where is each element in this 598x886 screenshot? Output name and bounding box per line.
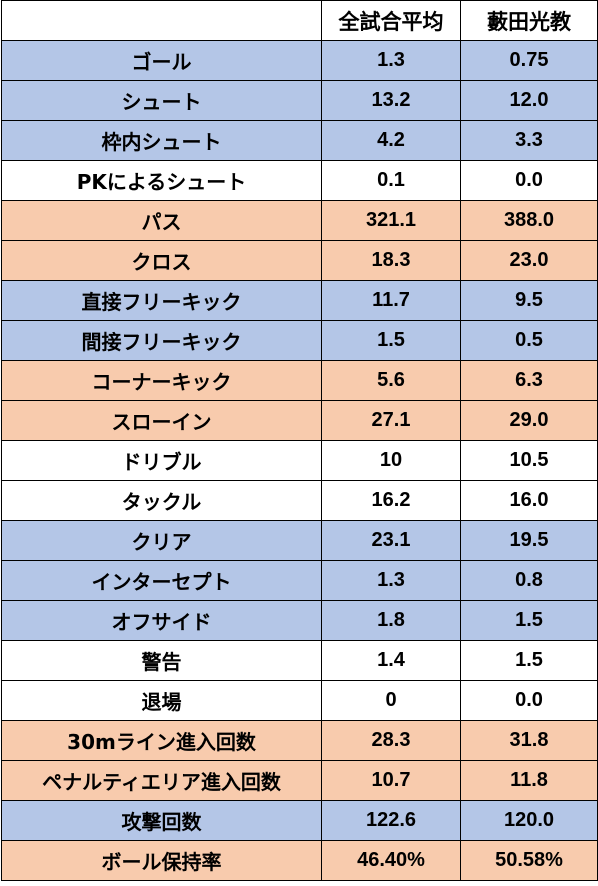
table-row: 直接フリーキック 11.7 9.5	[1, 280, 598, 321]
player-value-cell: 9.5	[460, 280, 598, 321]
table-row: ボール保持率 46.40% 50.58%	[1, 840, 598, 881]
table-row: 間接フリーキック 1.5 0.5	[1, 320, 598, 361]
header-corner-cell	[1, 0, 322, 41]
stat-label-cell: タックル	[1, 480, 322, 521]
stat-label-cell: ドリブル	[1, 440, 322, 481]
all-matches-average-cell: 0	[321, 680, 461, 721]
stat-label-cell: クロス	[1, 240, 322, 281]
table-row: クロス 18.3 23.0	[1, 240, 598, 281]
player-value-cell: 0.8	[460, 560, 598, 601]
player-value-cell: 23.0	[460, 240, 598, 281]
stat-label-cell: ボール保持率	[1, 840, 322, 881]
player-value-cell: 50.58%	[460, 840, 598, 881]
table-row: ゴール 1.3 0.75	[1, 40, 598, 81]
player-value-cell: 6.3	[460, 360, 598, 401]
player-value-cell: 11.8	[460, 760, 598, 801]
player-value-cell: 0.0	[460, 160, 598, 201]
table-row: インターセプト 1.3 0.8	[1, 560, 598, 601]
all-matches-average-cell: 1.3	[321, 40, 461, 81]
stat-label-cell: 攻撃回数	[1, 800, 322, 841]
table-row: ペナルティエリア進入回数 10.7 11.8	[1, 760, 598, 801]
player-value-cell: 0.5	[460, 320, 598, 361]
stat-label-cell: インターセプト	[1, 560, 322, 601]
table-row: PKによるシュート 0.1 0.0	[1, 160, 598, 201]
stat-label-cell: ゴール	[1, 40, 322, 81]
stat-label-cell: 退場	[1, 680, 322, 721]
stat-label-cell: 30mライン進入回数	[1, 720, 322, 761]
header-all-matches-average: 全試合平均	[321, 0, 461, 41]
table-row: 枠内シュート 4.2 3.3	[1, 120, 598, 161]
table-row: クリア 23.1 19.5	[1, 520, 598, 561]
all-matches-average-cell: 13.2	[321, 80, 461, 121]
player-value-cell: 0.0	[460, 680, 598, 721]
stat-label-cell: オフサイド	[1, 600, 322, 641]
all-matches-average-cell: 5.6	[321, 360, 461, 401]
all-matches-average-cell: 1.5	[321, 320, 461, 361]
table-row: 30mライン進入回数 28.3 31.8	[1, 720, 598, 761]
stat-label-cell: ペナルティエリア進入回数	[1, 760, 322, 801]
stat-label-cell: クリア	[1, 520, 322, 561]
all-matches-average-cell: 28.3	[321, 720, 461, 761]
player-value-cell: 0.75	[460, 40, 598, 81]
player-value-cell: 120.0	[460, 800, 598, 841]
player-value-cell: 10.5	[460, 440, 598, 481]
all-matches-average-cell: 122.6	[321, 800, 461, 841]
player-value-cell: 12.0	[460, 80, 598, 121]
all-matches-average-cell: 1.8	[321, 600, 461, 641]
stat-label-cell: 警告	[1, 640, 322, 681]
all-matches-average-cell: 11.7	[321, 280, 461, 321]
stats-table-body: ゴール 1.3 0.75 シュート 13.2 12.0 枠内シュート 4.2 3.3 PKによるシ…	[1, 40, 598, 881]
player-value-cell: 29.0	[460, 400, 598, 441]
all-matches-average-cell: 4.2	[321, 120, 461, 161]
player-value-cell: 1.5	[460, 640, 598, 681]
table-row: コーナーキック 5.6 6.3	[1, 360, 598, 401]
table-row: 警告 1.4 1.5	[1, 640, 598, 681]
stat-label-cell: シュート	[1, 80, 322, 121]
all-matches-average-cell: 10.7	[321, 760, 461, 801]
stat-label-cell: PKによるシュート	[1, 160, 322, 201]
player-value-cell: 19.5	[460, 520, 598, 561]
all-matches-average-cell: 16.2	[321, 480, 461, 521]
all-matches-average-cell: 321.1	[321, 200, 461, 241]
player-value-cell: 1.5	[460, 600, 598, 641]
all-matches-average-cell: 46.40%	[321, 840, 461, 881]
player-value-cell: 16.0	[460, 480, 598, 521]
player-value-cell: 31.8	[460, 720, 598, 761]
stat-label-cell: 直接フリーキック	[1, 280, 322, 321]
table-row: 攻撃回数 122.6 120.0	[1, 800, 598, 841]
table-row: パス 321.1 388.0	[1, 200, 598, 241]
player-value-cell: 3.3	[460, 120, 598, 161]
all-matches-average-cell: 23.1	[321, 520, 461, 561]
table-row: タックル 16.2 16.0	[1, 480, 598, 521]
stat-label-cell: パス	[1, 200, 322, 241]
all-matches-average-cell: 10	[321, 440, 461, 481]
table-row: オフサイド 1.8 1.5	[1, 600, 598, 641]
all-matches-average-cell: 1.4	[321, 640, 461, 681]
stat-label-cell: スローイン	[1, 400, 322, 441]
all-matches-average-cell: 18.3	[321, 240, 461, 281]
stat-label-cell: コーナーキック	[1, 360, 322, 401]
stat-label-cell: 間接フリーキック	[1, 320, 322, 361]
table-row: 退場 0 0.0	[1, 680, 598, 721]
table-row: スローイン 27.1 29.0	[1, 400, 598, 441]
header-player-name: 藪田光教	[460, 0, 598, 41]
stat-label-cell: 枠内シュート	[1, 120, 322, 161]
player-value-cell: 388.0	[460, 200, 598, 241]
all-matches-average-cell: 0.1	[321, 160, 461, 201]
all-matches-average-cell: 27.1	[321, 400, 461, 441]
all-matches-average-cell: 1.3	[321, 560, 461, 601]
table-row: ドリブル 10 10.5	[1, 440, 598, 481]
header-row: 全試合平均 藪田光教	[1, 0, 598, 41]
table-row: シュート 13.2 12.0	[1, 80, 598, 121]
